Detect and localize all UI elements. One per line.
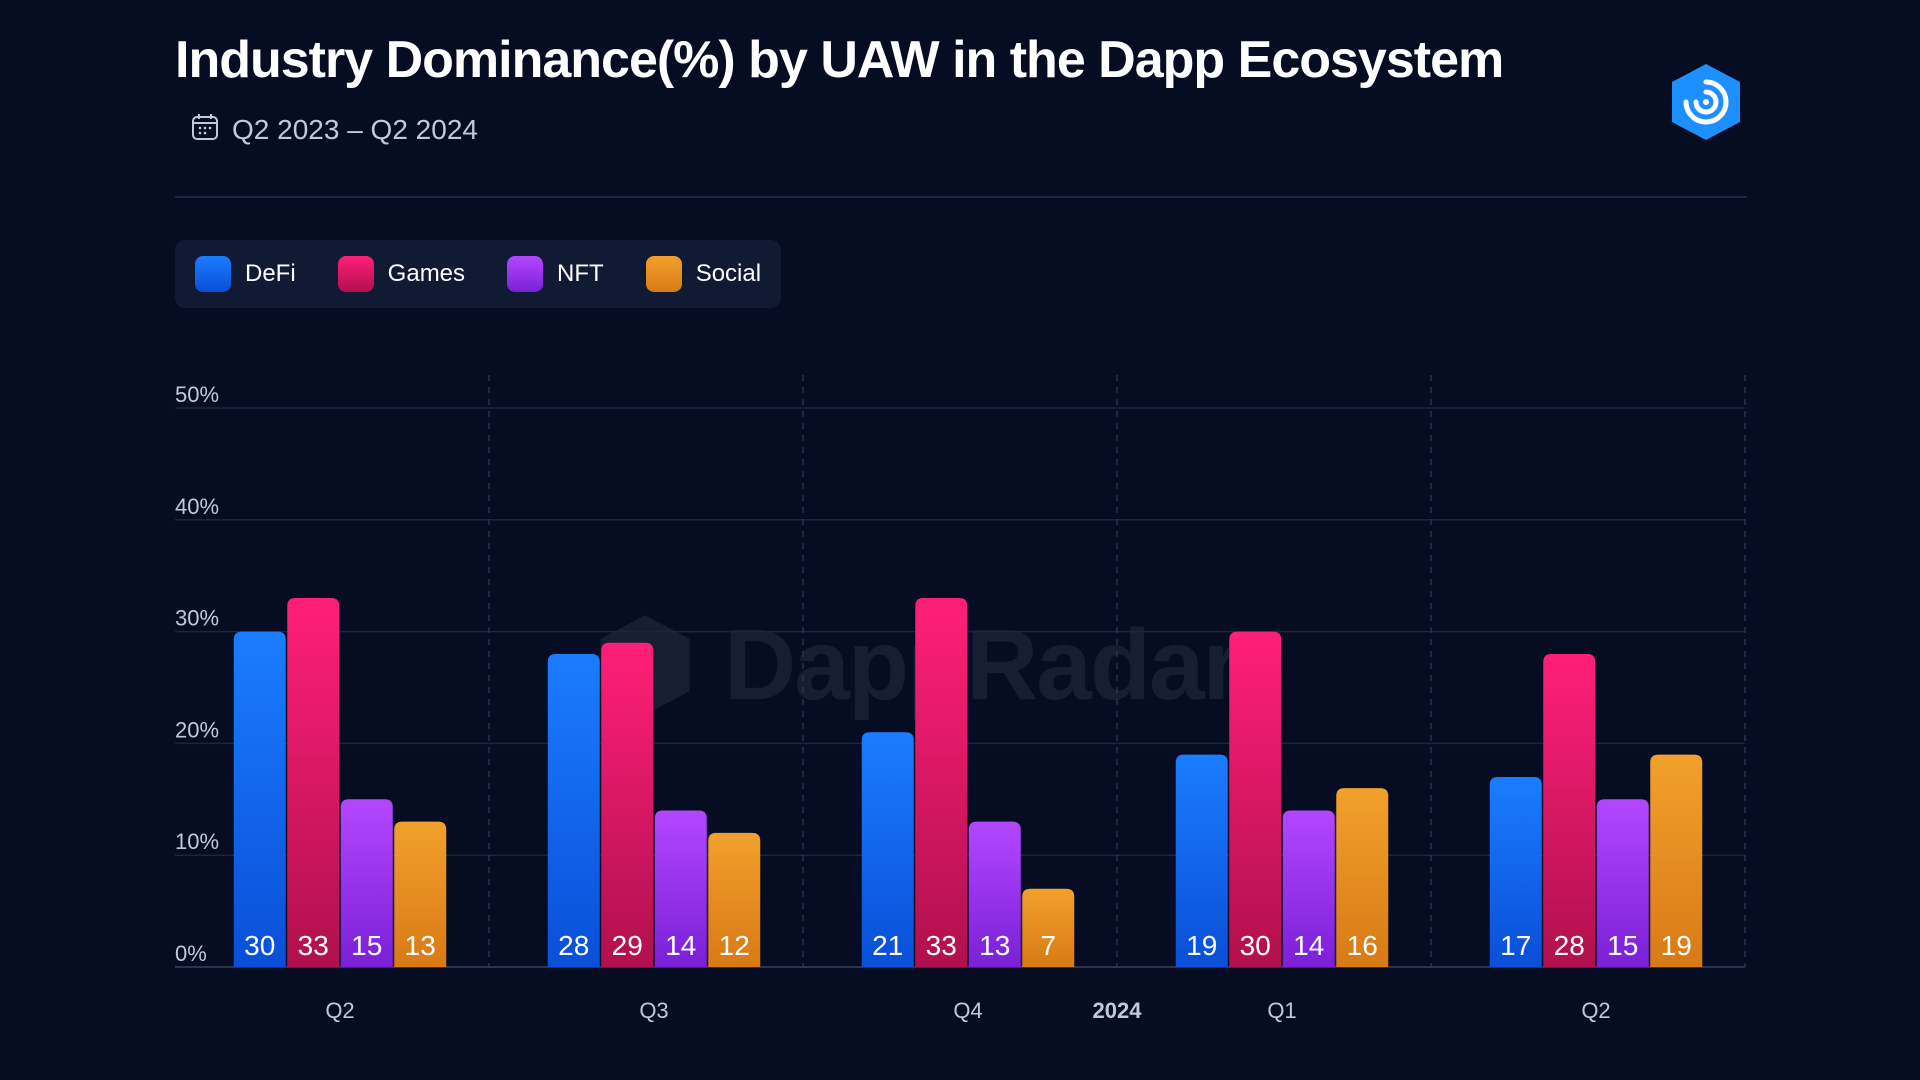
bar-social (1650, 754, 1703, 967)
bar-social (708, 832, 761, 967)
legend-item-nft: NFT (507, 256, 604, 292)
watermark-text: DappRadar (724, 608, 1241, 721)
bar-games (1543, 653, 1596, 967)
bar-defi (1175, 754, 1228, 967)
bar-defi (861, 732, 914, 967)
legend-swatch-defi (195, 256, 231, 292)
date-range: Q2 2023 – Q2 2024 (190, 112, 478, 147)
legend-swatch-social (645, 256, 682, 292)
bar-games (915, 598, 968, 967)
data-label: 21 (872, 930, 903, 961)
chart-legend: DeFi Games NFT Social (175, 240, 782, 308)
data-label: 30 (1240, 930, 1271, 961)
calendar-icon (190, 112, 220, 147)
data-label: 14 (665, 930, 696, 961)
x-tick-label: Q1 (1267, 998, 1296, 1023)
bar-defi (547, 653, 600, 967)
bar-games (287, 598, 340, 967)
data-label: 15 (351, 930, 382, 961)
data-label: 17 (1500, 930, 1531, 961)
legend-item-games: Games (337, 256, 466, 292)
data-label: 13 (405, 930, 436, 961)
header-divider (175, 196, 1747, 198)
y-tick-label: 50% (175, 382, 219, 407)
legend-label-nft: NFT (557, 260, 604, 287)
data-label: 7 (1040, 930, 1056, 961)
legend-item-defi: DeFi (195, 256, 296, 292)
bar-nft (968, 821, 1021, 967)
bar-games (601, 642, 654, 967)
bar-social (1336, 788, 1389, 967)
data-label: 16 (1347, 930, 1378, 961)
data-label: 19 (1661, 930, 1692, 961)
data-label: 19 (1186, 930, 1217, 961)
bar-nft (1282, 810, 1335, 967)
legend-label-games: Games (387, 260, 466, 287)
data-label: 12 (719, 930, 750, 961)
chart-subtitle: Q2 2023 – Q2 2024 (232, 113, 478, 145)
bar-defi (233, 631, 286, 967)
y-tick-label: 10% (175, 829, 219, 854)
x-tick-label: Q4 (953, 998, 982, 1023)
bar-defi (1489, 776, 1542, 967)
legend-label-social: Social (695, 260, 762, 287)
bar-nft (340, 799, 393, 967)
data-label: 30 (244, 930, 275, 961)
x-tick-label: Q3 (639, 998, 668, 1023)
dappradar-logo-icon (1664, 60, 1748, 144)
legend-item-social: Social (645, 256, 762, 292)
data-label: 33 (926, 930, 957, 961)
bar-social (394, 821, 447, 967)
legend-swatch-games (337, 256, 374, 292)
watermark: DappRadar (590, 605, 1241, 725)
x-tick-label: Q2 (1581, 998, 1610, 1023)
data-label: 33 (298, 930, 329, 961)
bar-games (1229, 631, 1282, 967)
bar-social (1022, 888, 1075, 967)
year-marker: 2024 (1093, 998, 1143, 1023)
legend-label-defi: DeFi (245, 260, 296, 287)
data-label: 29 (612, 930, 643, 961)
legend-swatch-nft (507, 256, 544, 292)
bar-nft (654, 810, 707, 967)
y-tick-label: 0% (175, 941, 207, 966)
y-tick-label: 20% (175, 717, 219, 742)
bar-nft (1596, 799, 1649, 967)
data-label: 15 (1607, 930, 1638, 961)
data-label: 28 (1554, 930, 1585, 961)
x-tick-label: Q2 (325, 998, 354, 1023)
data-label: 13 (979, 930, 1010, 961)
y-tick-label: 40% (175, 494, 219, 519)
data-label: 14 (1293, 930, 1324, 961)
chart-title: Industry Dominance(%) by UAW in the Dapp… (175, 31, 1504, 89)
data-label: 28 (558, 930, 589, 961)
y-tick-label: 30% (175, 606, 219, 631)
